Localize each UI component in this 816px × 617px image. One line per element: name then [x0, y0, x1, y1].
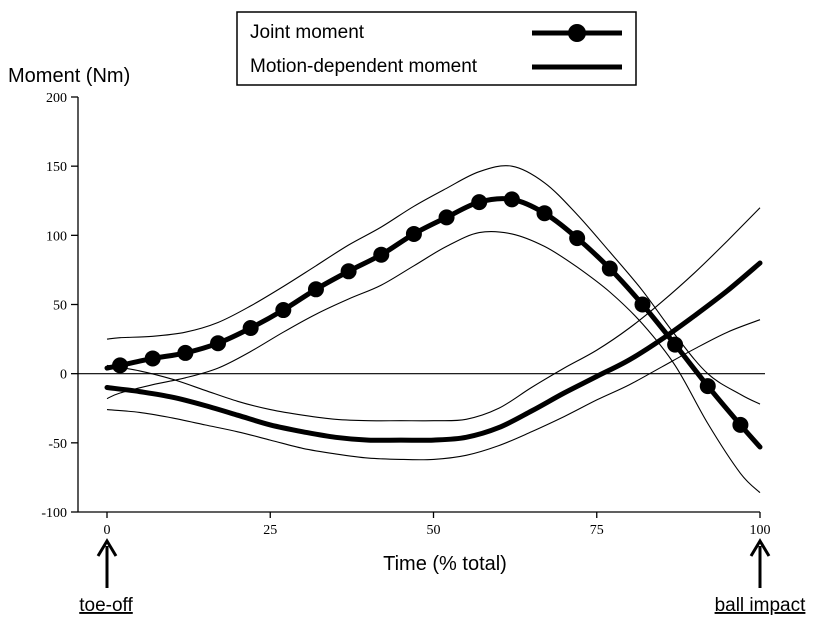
y-tick-label--100: -100 — [41, 506, 67, 521]
joint-moment-point-14 — [536, 205, 553, 222]
joint-moment-point-5 — [242, 320, 259, 337]
joint-moment-point-1 — [112, 357, 129, 374]
legend: Joint moment Motion-dependent moment — [236, 11, 637, 86]
joint-moment-point-8 — [340, 263, 357, 280]
joint-moment-point-12 — [471, 194, 488, 211]
x-tick-label-50: 50 — [427, 523, 441, 538]
y-tick-label-150: 150 — [46, 160, 67, 175]
y-axis-title: Moment (Nm) — [8, 65, 130, 87]
legend-label-motion-dependent-moment: Motion-dependent moment — [250, 56, 478, 77]
y-tick-label-50: 50 — [53, 299, 67, 314]
joint-moment-upper-band — [106, 165, 761, 405]
joint-moment-point-6 — [275, 302, 292, 319]
joint-moment-line — [104, 196, 763, 450]
y-tick-label-0: 0 — [60, 368, 67, 383]
x-tick-label-0: 0 — [104, 523, 111, 538]
x-axis-title: Time (% total) — [383, 553, 507, 575]
joint-moment-point-20 — [732, 416, 749, 433]
plot-area — [78, 165, 765, 494]
toe-off-label: toe-off — [79, 595, 133, 616]
joint-moment-point-16 — [601, 260, 618, 277]
motion-dependent-moment-upper-band — [106, 207, 761, 422]
x-tick-label-75: 75 — [590, 523, 604, 538]
joint-moment-point-9 — [373, 246, 390, 263]
y-ticks: -100 -50 0 50 100 150 200 — [41, 91, 78, 521]
joint-moment-point-17 — [634, 296, 651, 313]
x-tick-label-100: 100 — [750, 523, 771, 538]
joint-moment-point-13 — [503, 191, 520, 208]
motion-dependent-moment-line — [104, 260, 763, 443]
y-tick-label--50: -50 — [48, 437, 67, 452]
x-tick-label-25: 25 — [263, 523, 277, 538]
joint-moment-point-7 — [307, 281, 324, 298]
joint-moment-point-11 — [438, 209, 455, 226]
legend-label-joint-moment: Joint moment — [250, 22, 365, 43]
y-tick-label-100: 100 — [46, 229, 67, 244]
annotation-ball-impact: ball impact — [715, 538, 807, 616]
joint-moment-point-18 — [667, 336, 684, 353]
x-ticks: 0 25 50 75 100 — [104, 512, 771, 538]
toe-off-arrow-head — [96, 538, 118, 557]
joint-moment-point-15 — [569, 230, 586, 247]
y-tick-label-200: 200 — [46, 91, 67, 106]
joint-moment-point-3 — [177, 344, 194, 361]
annotation-toe-off: toe-off — [79, 538, 133, 616]
motion-dependent-moment-lower-band — [106, 319, 761, 461]
legend-box — [236, 11, 637, 86]
joint-moment-point-10 — [405, 225, 422, 242]
joint-moment-point-19 — [699, 378, 716, 395]
joint-moment-point-4 — [210, 335, 227, 352]
ball-impact-label: ball impact — [715, 595, 807, 616]
joint-moment-point-2 — [144, 350, 161, 367]
ball-impact-arrow-head — [749, 538, 771, 557]
joint-moment-lower-band — [106, 230, 761, 494]
legend-marker-joint-moment — [568, 24, 586, 42]
